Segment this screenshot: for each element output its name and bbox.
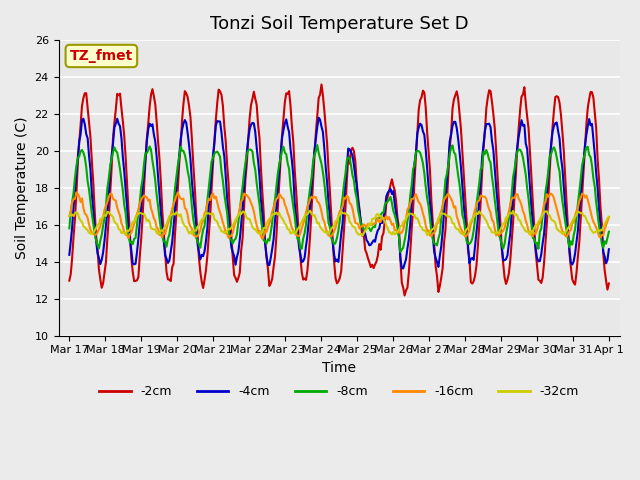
Text: TZ_fmet: TZ_fmet [70, 49, 133, 63]
Title: Tonzi Soil Temperature Set D: Tonzi Soil Temperature Set D [210, 15, 468, 33]
Y-axis label: Soil Temperature (C): Soil Temperature (C) [15, 117, 29, 259]
Legend: -2cm, -4cm, -8cm, -16cm, -32cm: -2cm, -4cm, -8cm, -16cm, -32cm [94, 380, 584, 403]
X-axis label: Time: Time [322, 361, 356, 375]
